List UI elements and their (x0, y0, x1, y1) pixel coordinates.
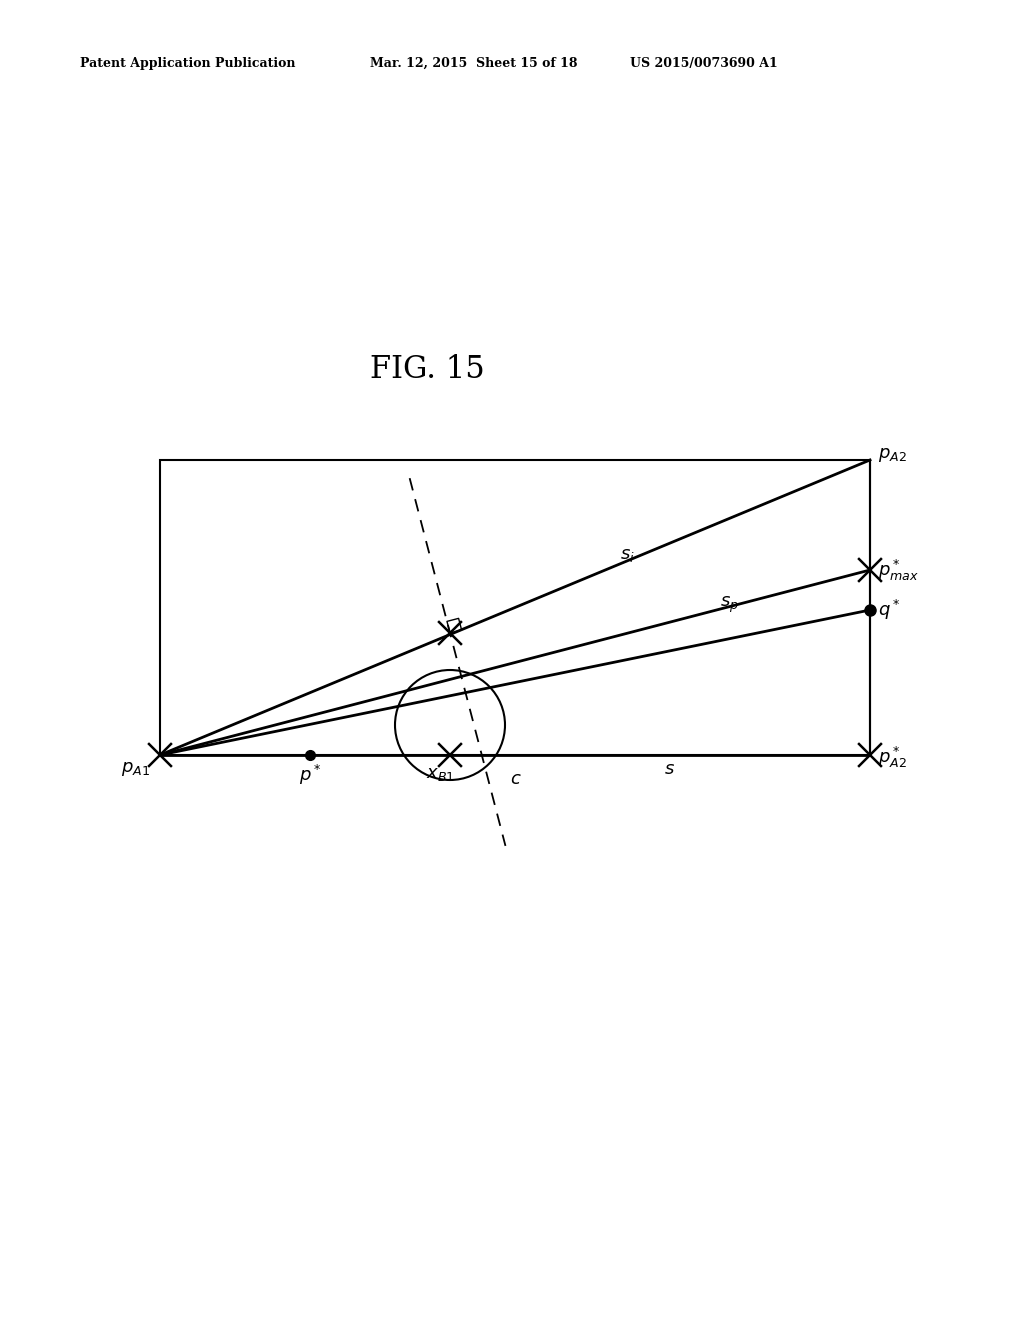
Text: $p_{A1}$: $p_{A1}$ (121, 760, 150, 777)
Text: $p^*_{A2}$: $p^*_{A2}$ (878, 744, 907, 770)
Bar (160, 459, 870, 755)
Text: $s_p$: $s_p$ (720, 595, 738, 615)
Text: $s$: $s$ (665, 760, 676, 777)
Text: $x_{B1}$: $x_{B1}$ (426, 766, 455, 783)
Text: $p^*$: $p^*$ (299, 763, 322, 787)
Text: Patent Application Publication: Patent Application Publication (80, 57, 296, 70)
Text: US 2015/0073690 A1: US 2015/0073690 A1 (630, 57, 778, 70)
Text: $p_{A2}$: $p_{A2}$ (878, 446, 907, 465)
Text: FIG. 15: FIG. 15 (370, 354, 484, 385)
Text: $s_i$: $s_i$ (620, 546, 635, 564)
Text: $c$: $c$ (510, 770, 521, 788)
Text: Mar. 12, 2015  Sheet 15 of 18: Mar. 12, 2015 Sheet 15 of 18 (370, 57, 578, 70)
Text: $q^*$: $q^*$ (878, 598, 901, 622)
Text: $p^*_{max}$: $p^*_{max}$ (878, 557, 920, 582)
